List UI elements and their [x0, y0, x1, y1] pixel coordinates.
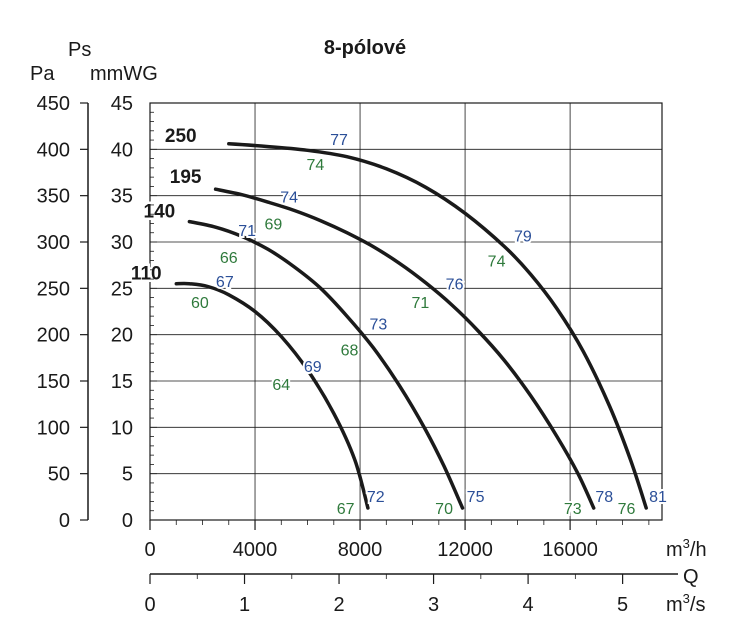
tick-label-m3h: 8000 — [338, 539, 383, 561]
efficiency-label: 74 — [307, 157, 325, 174]
tick-label-pa: 50 — [48, 464, 70, 486]
tick-label-mmwg: 10 — [111, 417, 133, 439]
series-label-140: 140 — [144, 202, 176, 223]
efficiency-label: 71 — [238, 223, 256, 240]
series-label-110: 110 — [131, 264, 162, 285]
efficiency-label: 69 — [265, 216, 283, 233]
x-unit-q: Q — [683, 566, 699, 588]
tick-label-pa: 450 — [37, 93, 70, 115]
axes: 0510152025303540450501001502002503003504… — [37, 93, 707, 616]
efficiency-label: 72 — [367, 489, 385, 506]
tick-label-m3s: 2 — [333, 594, 344, 616]
efficiency-label: 79 — [514, 229, 532, 246]
fan-curve-195 — [213, 187, 596, 510]
x-unit-m3s: m3/s — [666, 591, 705, 616]
fan-curve-250 — [227, 142, 648, 510]
efficiency-label: 81 — [649, 489, 667, 506]
tick-label-m3s: 3 — [428, 594, 439, 616]
y-unit-pa: Pa — [30, 63, 55, 85]
efficiency-label: 75 — [467, 489, 485, 506]
efficiency-label: 73 — [564, 501, 582, 518]
efficiency-label: 74 — [280, 190, 298, 207]
grid — [149, 102, 663, 521]
tick-label-m3s: 5 — [617, 594, 628, 616]
tick-label-mmwg: 15 — [111, 371, 133, 393]
x-unit-m3h: m3/h — [666, 536, 707, 561]
tick-label-m3h: 4000 — [233, 539, 278, 561]
series-label-195: 195 — [170, 167, 202, 188]
tick-label-mmwg: 35 — [111, 186, 133, 208]
tick-label-pa: 350 — [37, 186, 70, 208]
tick-label-pa: 300 — [37, 232, 70, 254]
tick-label-m3h: 0 — [144, 539, 155, 561]
fan-curve-110 — [174, 281, 370, 510]
y-unit-mmwg: mmWG — [90, 63, 158, 85]
fan-curves — [174, 142, 648, 510]
tick-label-m3s: 0 — [144, 594, 155, 616]
tick-label-mmwg: 0 — [122, 510, 133, 532]
tick-label-pa: 400 — [37, 139, 70, 161]
efficiency-label: 67 — [337, 501, 355, 518]
tick-label-pa: 200 — [37, 325, 70, 347]
tick-label-mmwg: 5 — [122, 464, 133, 486]
efficiency-label: 71 — [412, 295, 430, 312]
plot-frame — [149, 102, 663, 521]
efficiency-label: 77 — [330, 132, 348, 149]
efficiency-label: 64 — [272, 377, 290, 394]
efficiency-label: 66 — [220, 250, 238, 267]
tick-label-mmwg: 20 — [111, 325, 133, 347]
efficiency-label: 67 — [216, 274, 234, 291]
y-unit-ps: Ps — [68, 39, 91, 61]
tick-label-m3s: 1 — [239, 594, 250, 616]
tick-label-pa: 150 — [37, 371, 70, 393]
efficiency-label: 76 — [446, 277, 464, 294]
efficiency-labels: 60 67 64 69 67 72 66 68 73 70 75 71 69 74 71 76 73 78 77 74… — [189, 130, 669, 520]
efficiency-label: 68 — [341, 342, 359, 359]
fan-curve-140 — [187, 219, 465, 510]
chart-title: 8-pólové — [324, 37, 406, 59]
tick-label-m3h: 16000 — [542, 539, 598, 561]
tick-label-mmwg: 45 — [111, 93, 133, 115]
tick-label-mmwg: 40 — [111, 139, 133, 161]
tick-label-pa: 0 — [59, 510, 70, 532]
efficiency-label: 60 — [191, 295, 209, 312]
tick-label-mmwg: 25 — [111, 278, 133, 300]
tick-label-pa: 100 — [37, 417, 70, 439]
tick-label-m3s: 4 — [523, 594, 534, 616]
tick-label-pa: 250 — [37, 278, 70, 300]
efficiency-label: 74 — [488, 254, 506, 271]
efficiency-label: 70 — [435, 501, 453, 518]
series-labels: 110 140 195 250 — [128, 123, 204, 287]
series-label-250: 250 — [165, 126, 197, 147]
tick-label-m3h: 12000 — [437, 539, 493, 561]
efficiency-label: 76 — [618, 501, 636, 518]
efficiency-label: 78 — [595, 489, 613, 506]
tick-label-mmwg: 30 — [111, 232, 133, 254]
efficiency-label: 73 — [370, 317, 388, 334]
efficiency-label: 69 — [304, 359, 322, 376]
